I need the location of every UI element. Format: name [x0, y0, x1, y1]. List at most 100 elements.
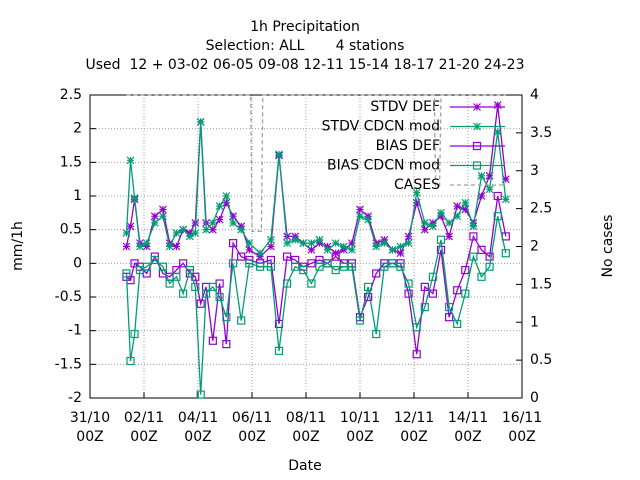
marker	[237, 316, 246, 325]
marker	[485, 252, 494, 261]
marker-stroke	[215, 215, 224, 224]
y-axis-label: mm/1h	[10, 221, 26, 271]
marker-box	[428, 272, 437, 281]
marker-box	[130, 329, 139, 339]
marker	[453, 319, 462, 329]
marker	[477, 171, 486, 180]
marker	[256, 249, 265, 258]
marker-stroke	[215, 202, 224, 211]
marker	[412, 350, 421, 359]
marker-stroke	[172, 229, 181, 237]
series-line	[126, 94, 506, 232]
marker	[437, 208, 445, 217]
marker	[420, 225, 429, 234]
marker	[473, 122, 481, 131]
marker	[307, 279, 316, 288]
marker	[380, 239, 389, 248]
marker-stroke	[339, 242, 348, 251]
marker-box	[412, 323, 421, 332]
marker-stroke	[331, 239, 340, 248]
marker-box	[355, 316, 365, 325]
marker	[420, 282, 429, 291]
marker	[453, 202, 462, 211]
marker-box	[477, 245, 486, 254]
marker	[202, 225, 211, 234]
marker	[493, 212, 502, 221]
marker-stroke	[191, 229, 200, 237]
x-tick-label: 08/11 00Z	[286, 410, 326, 445]
marker	[266, 242, 275, 251]
y2-tick-label: 0.5	[530, 352, 552, 368]
marker-stroke	[142, 239, 151, 248]
marker	[485, 185, 494, 194]
marker-stroke	[356, 212, 364, 221]
marker	[299, 265, 308, 275]
marker	[453, 286, 462, 295]
marker	[469, 222, 478, 231]
marker-stroke	[196, 118, 205, 126]
x-tick-label: 04/11 00Z	[178, 410, 218, 445]
marker	[420, 303, 429, 312]
marker-box	[208, 336, 217, 345]
marker	[472, 141, 482, 151]
x-tick-label: 10/11 00Z	[340, 410, 380, 445]
marker	[208, 219, 217, 227]
marker	[222, 192, 231, 200]
marker-stroke	[150, 219, 159, 227]
marker	[339, 262, 348, 271]
marker	[307, 239, 316, 248]
marker	[158, 205, 167, 214]
marker-stroke	[275, 150, 283, 159]
marker	[453, 212, 462, 221]
marker	[229, 259, 238, 268]
marker	[229, 219, 238, 227]
marker-stroke	[172, 242, 181, 251]
marker	[165, 279, 174, 288]
marker	[412, 188, 421, 197]
marker-box	[396, 262, 405, 271]
marker-box	[283, 252, 292, 261]
marker-stroke	[461, 198, 470, 207]
marker-stroke	[208, 225, 217, 234]
marker	[485, 262, 494, 271]
marker	[323, 245, 332, 254]
marker	[150, 255, 159, 265]
y2-tick-label: 2.5	[530, 201, 552, 217]
marker-box	[420, 282, 429, 291]
marker	[208, 225, 217, 234]
marker-stroke	[501, 195, 510, 204]
marker-box	[150, 255, 159, 265]
marker-box	[493, 191, 502, 201]
marker-stroke	[136, 242, 144, 251]
marker-stroke	[237, 225, 246, 234]
marker	[347, 239, 356, 248]
marker-box	[347, 262, 356, 271]
marker-stroke	[315, 235, 324, 244]
marker-stroke	[473, 103, 481, 111]
marker-stroke	[477, 192, 486, 200]
marker-box	[323, 259, 332, 268]
marker-stroke	[266, 242, 275, 251]
marker-stroke	[229, 219, 238, 227]
marker-box	[229, 239, 238, 248]
marker	[420, 219, 429, 227]
marker-box	[291, 262, 300, 271]
marker	[245, 239, 254, 248]
marker-box	[222, 313, 231, 322]
marker	[283, 279, 292, 288]
marker	[404, 232, 413, 241]
y-tick-label: 2	[73, 121, 82, 137]
marker	[291, 262, 300, 271]
marker	[445, 232, 454, 241]
marker-stroke	[437, 208, 445, 217]
marker-stroke	[420, 219, 429, 227]
marker	[222, 313, 231, 322]
marker	[445, 303, 454, 312]
marker	[347, 262, 356, 271]
marker-box	[485, 262, 494, 271]
marker-box	[461, 265, 470, 275]
marker	[158, 262, 167, 271]
marker-stroke	[208, 219, 217, 227]
marker-box	[245, 259, 254, 268]
